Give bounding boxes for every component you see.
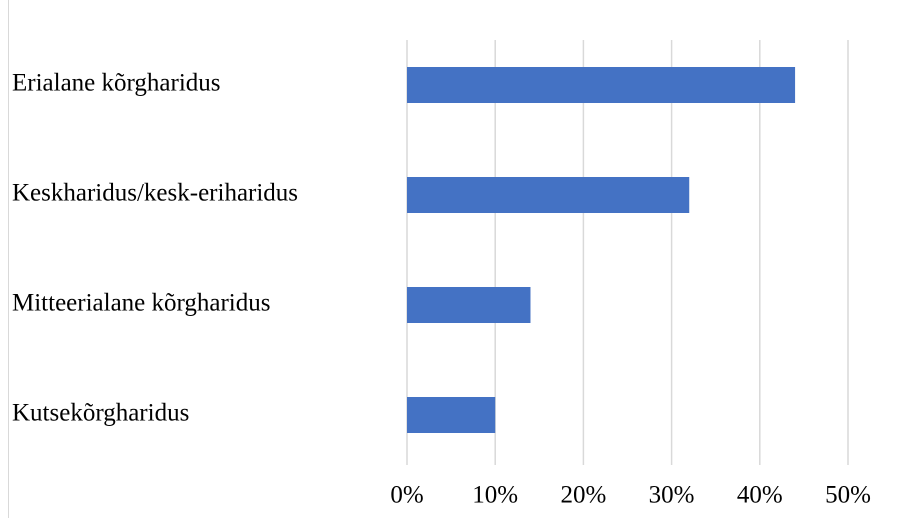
y-tick-label: Mitteerialane kõrgharidus bbox=[12, 290, 270, 317]
x-tick-label: 20% bbox=[560, 482, 606, 509]
bar bbox=[407, 287, 531, 323]
bar bbox=[407, 177, 690, 213]
x-tick-label: 50% bbox=[825, 482, 871, 509]
x-tick-label: 0% bbox=[390, 482, 423, 509]
x-tick-label: 10% bbox=[472, 482, 518, 509]
bar bbox=[407, 67, 796, 103]
bar bbox=[407, 397, 496, 433]
y-tick-label: Erialane kõrgharidus bbox=[12, 70, 221, 97]
x-tick-label: 40% bbox=[737, 482, 783, 509]
y-tick-label: Kutsekõrgharidus bbox=[12, 400, 189, 427]
x-tick-label: 30% bbox=[649, 482, 695, 509]
y-tick-label: Keskharidus/kesk-eriharidus bbox=[12, 180, 298, 207]
